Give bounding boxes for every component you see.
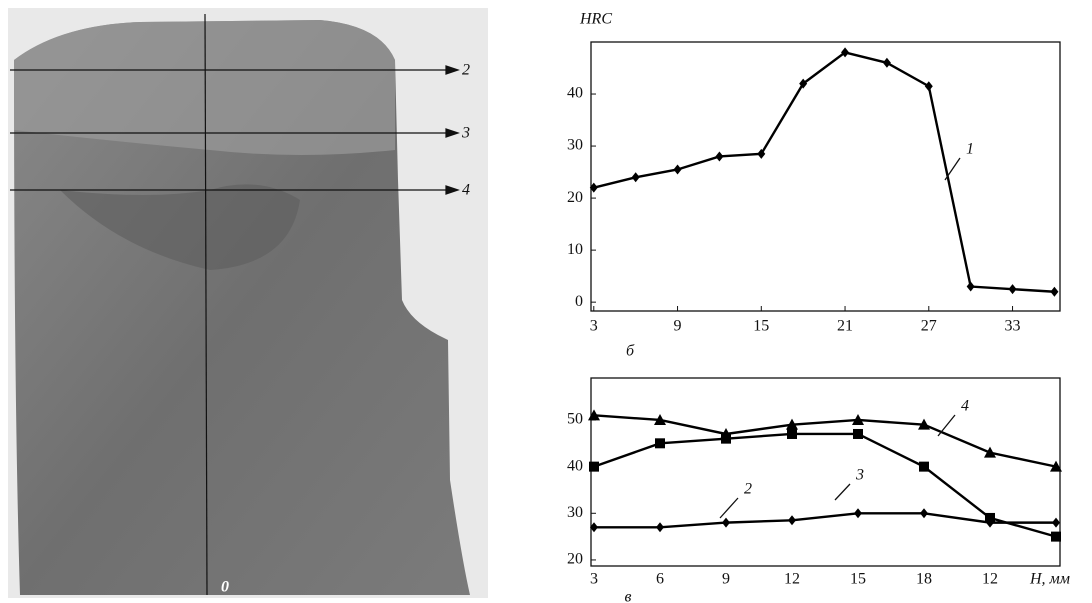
y-tick-label: 10 <box>567 241 583 258</box>
x-tick-label: 6 <box>656 571 664 588</box>
x-tick-label: 21 <box>837 318 853 335</box>
panel-label: в <box>625 589 632 603</box>
annotation-leader <box>938 415 955 436</box>
marker <box>722 518 730 528</box>
marker <box>985 513 995 523</box>
x-axis-label: H, мм <box>1029 571 1070 588</box>
plot-frame <box>591 378 1060 566</box>
marker <box>632 172 640 182</box>
panel-label: б <box>626 343 635 360</box>
marker <box>854 508 862 518</box>
marker <box>656 522 664 532</box>
annotation-leader <box>720 498 738 518</box>
marker <box>1051 532 1061 542</box>
x-tick-label: 12 <box>784 571 800 588</box>
x-tick-label: 9 <box>722 571 730 588</box>
photo: 2 3 4 0 <box>8 8 488 598</box>
x-tick-label: 12 <box>982 571 998 588</box>
marker <box>925 81 933 91</box>
x-tick-label: 15 <box>850 571 866 588</box>
axis-label: 0 <box>221 579 229 596</box>
marker <box>655 438 665 448</box>
y-tick-label: 40 <box>567 85 583 102</box>
x-tick-label: 9 <box>674 318 682 335</box>
x-tick-label: 3 <box>590 571 598 588</box>
figure: 2 3 4 0 39152127330102030401бHRC36912151… <box>0 0 1092 603</box>
x-tick-label: 15 <box>753 318 769 335</box>
series-label: 1 <box>966 141 974 158</box>
series-line <box>594 52 1055 291</box>
y-axis-label: HRC <box>579 11 612 28</box>
x-tick-label: 18 <box>916 571 932 588</box>
series-label: 2 <box>744 481 752 498</box>
marker <box>883 58 891 68</box>
x-tick-label: 33 <box>1005 318 1021 335</box>
plot-frame <box>591 42 1060 311</box>
marker <box>920 508 928 518</box>
y-tick-label: 0 <box>575 293 583 310</box>
marker <box>589 462 599 472</box>
marker <box>1050 287 1058 297</box>
marker <box>919 462 929 472</box>
x-tick-label: 27 <box>921 318 937 335</box>
marker <box>1009 284 1017 294</box>
section-label: 3 <box>461 125 470 142</box>
marker <box>674 164 682 174</box>
y-tick-label: 20 <box>567 189 583 206</box>
marker <box>853 429 863 439</box>
section-label: 2 <box>462 62 470 79</box>
marker <box>787 429 797 439</box>
marker <box>715 151 723 161</box>
y-tick-label: 40 <box>567 457 583 474</box>
y-tick-label: 50 <box>567 411 583 428</box>
marker <box>788 515 796 525</box>
series-label: 3 <box>855 467 864 484</box>
y-tick-label: 30 <box>567 137 583 154</box>
series-label: 4 <box>961 398 969 415</box>
annotation-leader <box>835 484 850 500</box>
y-tick-label: 30 <box>567 504 583 521</box>
section-label: 4 <box>462 182 470 199</box>
y-tick-label: 20 <box>567 551 583 568</box>
marker <box>1052 518 1060 528</box>
x-tick-label: 3 <box>590 318 598 335</box>
marker <box>967 282 975 292</box>
